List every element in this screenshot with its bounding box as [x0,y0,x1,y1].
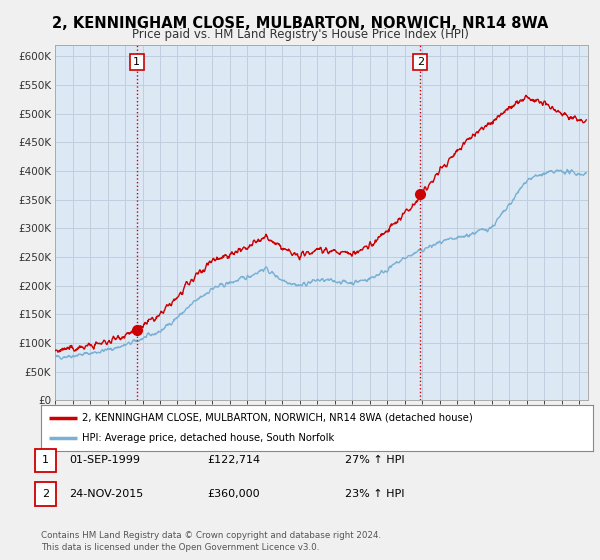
Text: 2, KENNINGHAM CLOSE, MULBARTON, NORWICH, NR14 8WA (detached house): 2, KENNINGHAM CLOSE, MULBARTON, NORWICH,… [82,413,473,423]
Text: 23% ↑ HPI: 23% ↑ HPI [345,489,404,499]
Text: 2, KENNINGHAM CLOSE, MULBARTON, NORWICH, NR14 8WA: 2, KENNINGHAM CLOSE, MULBARTON, NORWICH,… [52,16,548,31]
Text: 2: 2 [42,489,49,499]
Text: 27% ↑ HPI: 27% ↑ HPI [345,455,404,465]
Text: 24-NOV-2015: 24-NOV-2015 [69,489,143,499]
Text: 1: 1 [133,57,140,67]
Text: Contains HM Land Registry data © Crown copyright and database right 2024.
This d: Contains HM Land Registry data © Crown c… [41,531,381,552]
Text: 1: 1 [42,455,49,465]
Text: HPI: Average price, detached house, South Norfolk: HPI: Average price, detached house, Sout… [82,433,334,443]
Text: £122,714: £122,714 [207,455,260,465]
Text: 2: 2 [417,57,424,67]
Text: Price paid vs. HM Land Registry's House Price Index (HPI): Price paid vs. HM Land Registry's House … [131,28,469,41]
Text: £360,000: £360,000 [207,489,260,499]
Text: 01-SEP-1999: 01-SEP-1999 [69,455,140,465]
